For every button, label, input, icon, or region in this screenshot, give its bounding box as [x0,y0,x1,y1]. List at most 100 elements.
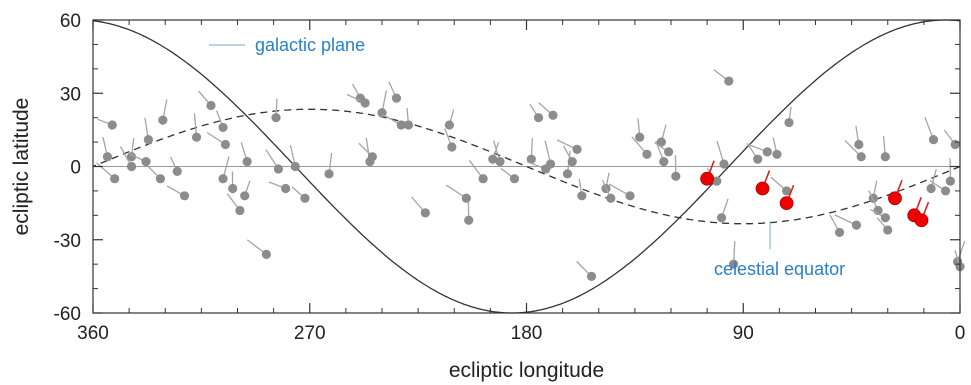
annotation-equator-text: celestial equator [714,259,845,279]
gray-point [102,152,113,162]
gray-point [360,98,370,108]
gray-point [300,193,310,203]
gray-point [719,159,729,169]
gray-point [509,174,520,184]
gray-point [107,120,117,130]
gray-point [545,159,556,169]
gray-point [656,137,666,147]
ticks: 360 270 180 90 0 60 30 0 -30 -60 [54,11,966,344]
gray-point [461,193,471,203]
gray-point [606,193,616,203]
gray-point [950,139,960,150]
gray-point [762,147,772,157]
gray-point [533,113,544,123]
gray-point [367,152,377,162]
gray-point [191,132,202,142]
points [96,69,966,281]
gray-point [391,93,402,103]
annotation-galactic-plane: galactic plane [209,35,365,55]
gray-point [659,157,669,167]
y-tick-label: 0 [70,158,81,179]
gray-point [663,147,674,157]
gray-point [218,174,228,184]
gray-point [577,191,587,201]
gray-point [562,169,573,179]
gray-point [235,205,245,216]
gray-point [567,157,577,167]
gray-point [290,161,300,172]
gray-point [261,249,271,259]
gray-point [526,154,536,164]
y-tick-label: -60 [54,304,81,325]
gray-point [403,120,414,130]
gray-point [926,183,936,194]
gray-point [110,174,120,184]
gray-point [945,176,955,186]
gray-point [420,208,430,218]
gray-point [218,122,228,133]
y-tick-label: -30 [54,231,81,252]
gray-point [141,157,151,167]
gray-point [586,271,597,281]
gray-point [572,144,582,155]
gray-point [220,139,231,150]
gray-point [155,174,166,184]
gray-point [784,117,794,128]
gray-point [724,76,734,86]
gray-point [716,213,727,223]
annotation-celestial-equator: celestial equator [714,221,845,279]
celestial-equator-curve [92,108,961,225]
gray-point [834,227,845,238]
gray-point [548,110,558,120]
gray-point [671,171,681,181]
gray-point [228,183,238,194]
gray-point [928,135,939,145]
gray-point [172,166,182,176]
gray-point [642,149,652,159]
gray-point [635,132,645,142]
gray-point [883,225,893,235]
red-point [779,196,794,211]
gray-point [158,115,168,125]
y-axis-label: ecliptic latitude [10,98,33,236]
gray-point [324,169,334,179]
gray-point [464,215,474,225]
gray-point [753,154,763,164]
red-point [700,171,715,186]
gray-point [488,154,498,164]
gray-point [854,139,864,150]
gray-point [880,152,890,162]
y-tick-label: 30 [60,84,81,105]
gray-point [143,135,153,145]
gray-point [851,220,862,230]
x-tick-label: 90 [733,323,754,344]
y-tick-label: 60 [60,11,81,32]
gray-point [782,186,792,196]
gray-point [271,113,281,123]
gray-point [447,142,457,152]
red-point [888,191,902,206]
gray-point [281,183,291,194]
gray-point [126,161,137,172]
gray-point [940,186,951,196]
gray-point [625,191,635,201]
gray-point [396,120,406,130]
gray-point [273,164,284,174]
gray-point [240,191,250,201]
gray-point [206,100,216,111]
x-axis-label: ecliptic longitude [449,359,604,382]
gray-point [772,149,782,159]
gray-point [880,213,890,223]
red-point [914,213,929,228]
x-tick-label: 180 [511,323,543,344]
gray-point [495,157,505,167]
gray-point [729,259,739,269]
red-point [755,181,770,196]
x-tick-label: 360 [77,323,109,344]
gray-point [478,174,488,184]
x-tick-label: 270 [294,323,326,344]
annotation-galactic-text: galactic plane [255,35,365,55]
gray-point [126,152,137,162]
gray-point [179,191,190,201]
